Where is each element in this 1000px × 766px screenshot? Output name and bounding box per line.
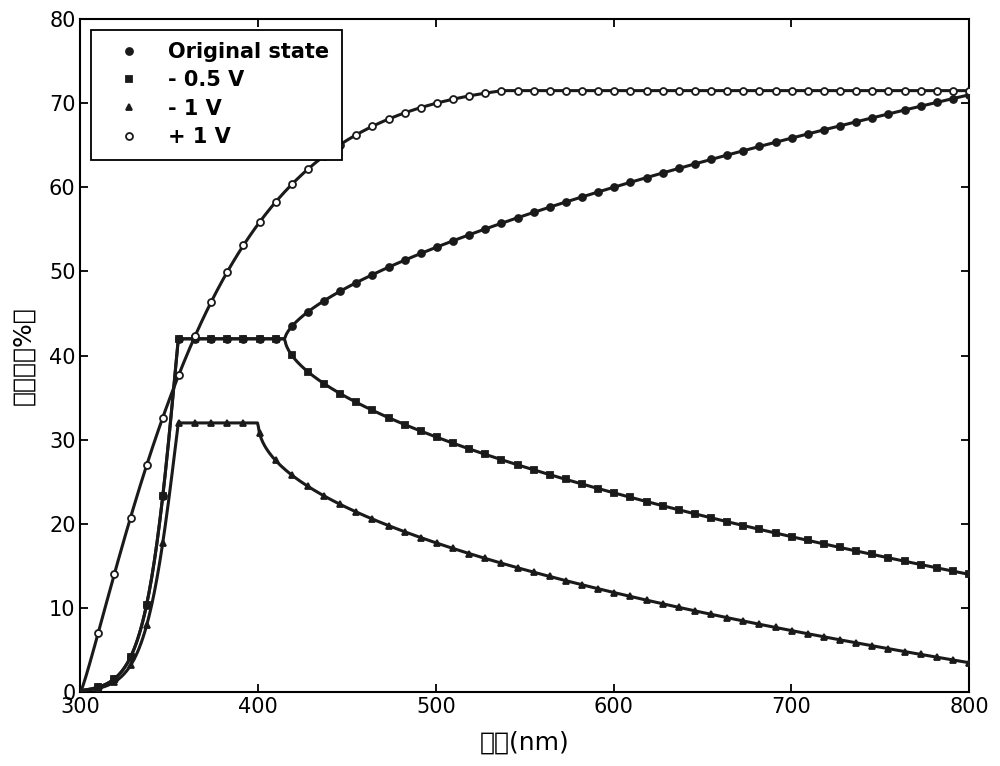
- 0.5 V [205, 334, 217, 343]
Line: Original state: Original state [95, 91, 973, 691]
+ 1 V [302, 165, 314, 174]
+ 1 V [882, 86, 894, 95]
- 1 V [173, 418, 185, 427]
Line: - 1 V: - 1 V [95, 420, 973, 692]
- 0.5 V [92, 683, 104, 692]
Original state [947, 94, 959, 103]
+ 1 V [512, 86, 524, 95]
- 1 V [947, 656, 959, 665]
Original state [302, 307, 314, 316]
Original state [963, 90, 975, 100]
+ 1 V [963, 86, 975, 95]
Legend: Original state, - 0.5 V, - 1 V, + 1 V: Original state, - 0.5 V, - 1 V, + 1 V [91, 30, 342, 159]
Original state [254, 334, 266, 343]
- 1 V [205, 418, 217, 427]
- 1 V [270, 456, 282, 465]
+ 1 V [415, 103, 427, 112]
Original state [92, 683, 104, 692]
- 0.5 V [173, 334, 185, 343]
+ 1 V [92, 628, 104, 637]
- 1 V [318, 491, 330, 500]
- 0.5 V [882, 553, 894, 562]
Original state [866, 113, 878, 123]
- 1 V [963, 658, 975, 667]
- 1 V [882, 644, 894, 653]
X-axis label: 波长(nm): 波长(nm) [480, 731, 570, 755]
Line: + 1 V: + 1 V [95, 87, 973, 637]
- 0.5 V [431, 433, 443, 442]
- 1 V [431, 538, 443, 548]
Line: - 0.5 V: - 0.5 V [95, 336, 973, 691]
- 0.5 V [318, 379, 330, 388]
Original state [189, 334, 201, 343]
- 0.5 V [947, 567, 959, 576]
- 0.5 V [963, 570, 975, 579]
- 0.5 V [270, 334, 282, 343]
+ 1 V [254, 218, 266, 227]
+ 1 V [947, 86, 959, 95]
- 1 V [92, 684, 104, 693]
Y-axis label: 透过率（%）: 透过率（%） [11, 306, 35, 405]
Original state [415, 249, 427, 258]
+ 1 V [189, 332, 201, 341]
